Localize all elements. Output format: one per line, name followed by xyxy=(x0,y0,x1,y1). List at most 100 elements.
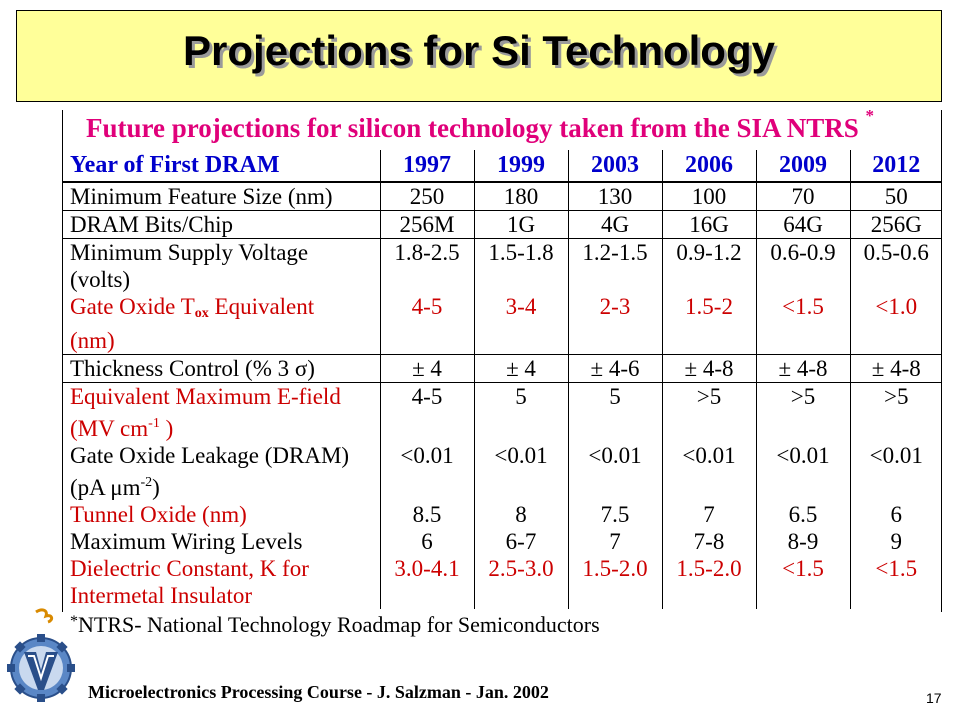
table-cell: ± 4 xyxy=(473,354,568,383)
table-cell: 6 xyxy=(849,501,942,528)
table-cell: 250 xyxy=(379,182,474,211)
title-box: Projections for Si Technology xyxy=(16,10,942,102)
row-label: Equivalent Maximum E-field (MV cm-1 ) xyxy=(62,383,380,443)
table-row: Maximum Wiring Levels 6 6-7 7 7-8 8-9 9 xyxy=(62,528,942,555)
table-cell: 7.5 xyxy=(567,501,662,528)
row-label: Dielectric Constant, K for Intermetal Ins… xyxy=(62,555,380,609)
year-cell: 2012 xyxy=(849,150,942,183)
table-title-text: Future projections for silicon technolog… xyxy=(86,113,859,143)
table-cell: 1.5-2 xyxy=(661,293,756,355)
table-cell: 1.5-2.0 xyxy=(661,555,756,609)
table-cell: 6.5 xyxy=(755,501,850,528)
row-label-line2-post: ) xyxy=(152,475,160,500)
table-cell: 16G xyxy=(661,210,756,239)
year-cell: 1997 xyxy=(379,150,474,183)
table-row: Gate Oxide Leakage (DRAM) (pA μm-2) <0.01… xyxy=(62,442,942,501)
table-cell: 4-5 xyxy=(379,382,474,442)
row-label-line2-pre: (MV cm xyxy=(70,416,149,441)
table-cell: 180 xyxy=(473,182,568,211)
row-label-superscript: -1 xyxy=(148,416,160,431)
table-cell: <0.01 xyxy=(567,442,662,501)
table-cell: 2.5-3.0 xyxy=(473,555,568,609)
table-row: Minimum Supply Voltage (volts) 1.8-2.5 1.… xyxy=(62,238,942,293)
row-label: Gate Oxide Tox Equivalent (nm) xyxy=(62,293,380,355)
row-label-line2: (volts) xyxy=(70,267,131,292)
table-cell: 9 xyxy=(849,528,942,555)
table-cell: <0.01 xyxy=(473,442,568,501)
table-title-asterisk: * xyxy=(865,106,875,125)
table-row: Equivalent Maximum E-field (MV cm-1 ) 4-5… xyxy=(62,382,942,443)
table-cell: 1.8-2.5 xyxy=(379,238,474,293)
table-cell: 64G xyxy=(755,210,850,239)
table-cell: 7 xyxy=(567,528,662,555)
table-header-row: Year of First DRAM 1997 1999 2003 2006 2… xyxy=(62,150,942,183)
table-cell: 5 xyxy=(567,382,662,442)
table-cell: >5 xyxy=(661,382,756,442)
table-cell: <1.5 xyxy=(755,555,850,609)
table-cell: >5 xyxy=(755,382,850,442)
row-label-pre: Gate Oxide T xyxy=(70,294,195,319)
row-label-line1: Minimum Supply Voltage xyxy=(70,240,309,265)
row-label-post: Equivalent xyxy=(208,294,315,319)
table-row: Gate Oxide Tox Equivalent (nm) 4-5 3-4 2-… xyxy=(62,293,942,355)
year-cell: 1999 xyxy=(473,150,568,183)
projections-table: Year of First DRAM 1997 1999 2003 2006 2… xyxy=(62,150,942,609)
technion-logo-icon xyxy=(7,608,75,702)
row-label-line2-post: ) xyxy=(159,416,174,441)
table-row: Tunnel Oxide (nm) 8.5 8 7.5 7 6.5 6 xyxy=(62,501,942,528)
table-cell: 2-3 xyxy=(567,293,662,355)
table-cell: 8-9 xyxy=(755,528,850,555)
footnote-asterisk: * xyxy=(70,613,78,630)
row-label-line2-pre: (pA μm xyxy=(70,475,141,500)
table-row: Dielectric Constant, K for Intermetal Ins… xyxy=(62,555,942,609)
table-cell: 8 xyxy=(473,501,568,528)
table-cell: <1.5 xyxy=(849,555,942,609)
table-cell: 256G xyxy=(849,210,942,239)
table-cell: 70 xyxy=(755,182,850,211)
table-cell: 6 xyxy=(379,528,474,555)
table-cell: 7-8 xyxy=(661,528,756,555)
year-cell: 2006 xyxy=(661,150,756,183)
table-row: Minimum Feature Size (nm) 250 180 130 10… xyxy=(62,182,942,211)
table-cell: <0.01 xyxy=(379,442,474,501)
footnote-text: NTRS- National Technology Roadmap for Se… xyxy=(78,612,600,637)
table-cell: 0.5-0.6 xyxy=(849,238,942,293)
table-cell: <0.01 xyxy=(755,442,850,501)
year-cell: 2009 xyxy=(755,150,850,183)
table-title: Future projections for silicon technolog… xyxy=(86,106,874,144)
table-cell: 130 xyxy=(567,182,662,211)
table-row: Thickness Control (% 3 σ) ± 4 ± 4 ± 4-6 … xyxy=(62,354,942,383)
table-row: DRAM Bits/Chip 256M 1G 4G 16G 64G 256G xyxy=(62,210,942,239)
table-cell: 6-7 xyxy=(473,528,568,555)
table-cell: 100 xyxy=(661,182,756,211)
table-cell: 4G xyxy=(567,210,662,239)
table-cell: 1.2-1.5 xyxy=(567,238,662,293)
slide-title: Projections for Si Technology xyxy=(183,27,775,74)
table-cell: ± 4-8 xyxy=(849,354,942,383)
footer-course: Microelectronics Processing Course - J. … xyxy=(88,682,549,702)
table-cell: ± 4 xyxy=(379,354,474,383)
table-cell: <0.01 xyxy=(661,442,756,501)
table-cell: 3-4 xyxy=(473,293,568,355)
table-cell: 0.9-1.2 xyxy=(661,238,756,293)
table-cell: ± 4-8 xyxy=(661,354,756,383)
table-cell: <0.01 xyxy=(849,442,942,501)
table-cell: ± 4-6 xyxy=(567,354,662,383)
table-cell: 1.5-1.8 xyxy=(473,238,568,293)
table-cell: <1.5 xyxy=(755,293,850,355)
table-cell: 1G xyxy=(473,210,568,239)
row-label: Gate Oxide Leakage (DRAM) (pA μm-2) xyxy=(62,442,380,501)
row-label: Tunnel Oxide (nm) xyxy=(70,502,247,527)
table-cell: 8.5 xyxy=(379,501,474,528)
row-label-line2: Intermetal Insulator xyxy=(70,583,253,608)
row-label-line1: Equivalent Maximum E-field xyxy=(70,384,341,409)
row-label-line1: Dielectric Constant, K for xyxy=(70,556,309,581)
table-cell: 50 xyxy=(849,182,942,211)
row-label: Maximum Wiring Levels xyxy=(70,529,303,554)
table-cell: >5 xyxy=(849,382,942,442)
row-label-subscript: ox xyxy=(194,306,209,321)
row-label-line2: (nm) xyxy=(70,328,115,353)
table-cell: <1.0 xyxy=(849,293,942,355)
row-label: DRAM Bits/Chip xyxy=(62,210,380,239)
table-cell: 5 xyxy=(473,382,568,442)
